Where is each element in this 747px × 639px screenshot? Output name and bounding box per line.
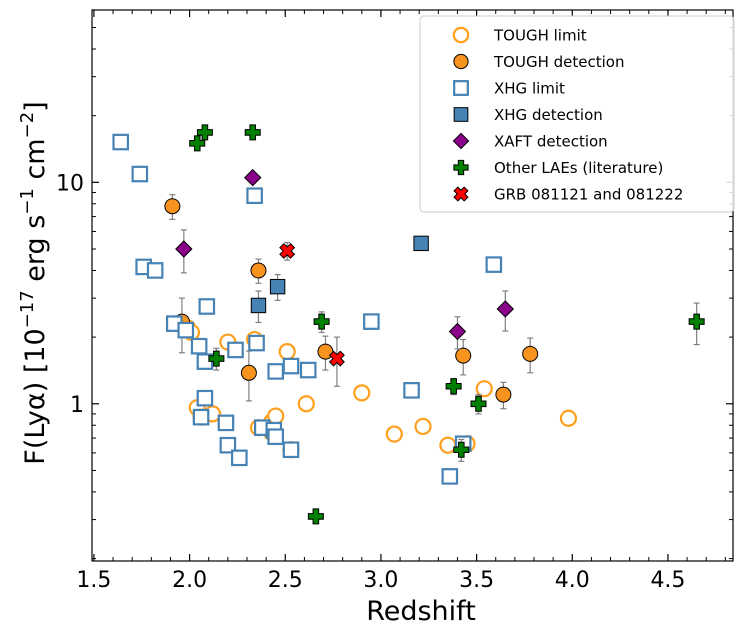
other-laes-literature-point — [196, 124, 213, 141]
y-tick-label: 1 — [70, 393, 84, 418]
legend: TOUGH limit TOUGH detection XHG limit XHG d… — [419, 15, 735, 213]
xhg-limit-point — [246, 187, 263, 205]
x-tick-label: 2.5 — [268, 568, 303, 593]
xhg-limit-point — [485, 256, 503, 273]
tough-detection-point — [522, 345, 539, 362]
legend-marker-xhg-limit — [453, 80, 469, 96]
legend-label-xhg-limit: XHG limit — [494, 80, 565, 98]
xhg-limit-point — [282, 441, 300, 459]
xhg-limit-point — [112, 133, 130, 151]
legend-marker-grb-081121-and-081222 — [453, 186, 469, 202]
xaft-detection-point — [496, 300, 515, 318]
legend-label-other-laes-literature: Other LAEs (literature) — [494, 159, 663, 177]
tough-detection-point — [164, 198, 181, 215]
plot-frame — [91, 9, 734, 562]
xhg-limit-point — [131, 165, 149, 183]
xhg-limit-point — [177, 321, 195, 339]
xhg-limit-point — [267, 363, 284, 380]
legend-marker-other-laes-literature — [453, 159, 469, 176]
x-tick-label: 3.0 — [363, 568, 398, 593]
x-axis-title: Redshift — [366, 596, 476, 627]
xhg-limit-point — [217, 414, 235, 432]
y-axis-title: F(Lyα) [10−17 erg s−1 cm−2] — [17, 101, 51, 464]
grb-081121-and-081222-point — [328, 350, 345, 367]
other-laes-literature-point — [470, 395, 487, 412]
legend-label-tough-detection: TOUGH detection — [493, 53, 624, 71]
xhg-limit-point — [219, 436, 237, 454]
other-laes-literature-point — [189, 135, 206, 152]
xhg-limit-point — [190, 337, 208, 355]
xhg-limit-point — [248, 334, 265, 352]
tough-limit-point — [278, 343, 296, 361]
x-tick-label: 3.5 — [459, 568, 494, 593]
tough-detection-point — [455, 347, 472, 364]
legend-box — [419, 15, 735, 213]
legend-marker-tough-detection — [453, 53, 469, 70]
xhg-detection-point — [413, 235, 429, 252]
xhg-limit-point — [231, 449, 248, 467]
tough-detection-point — [240, 364, 257, 381]
xhg-limit-point — [196, 389, 214, 407]
xhg-limit-point — [441, 468, 459, 485]
tough-limit-point — [559, 409, 578, 427]
tough-limit-point — [353, 384, 371, 402]
legend-marker-tough-limit — [452, 26, 470, 44]
x-tick-label: 4.0 — [555, 568, 590, 593]
other-laes-literature-point — [244, 124, 261, 141]
xhg-limit-point — [363, 313, 380, 330]
axes: 1.5 2.0 2.5 3.0 3.5 4.0 4.5 1 10 — [56, 9, 734, 593]
tough-limit-point — [414, 417, 432, 436]
tough-limit-point — [385, 425, 403, 443]
xaft-detection-point — [175, 240, 193, 258]
other-laes-literature-point — [313, 313, 330, 330]
xhg-limit-point — [192, 408, 210, 426]
other-laes-literature-point — [307, 508, 324, 525]
other-laes-literature-point — [445, 378, 462, 395]
xhg-limit-point — [227, 341, 244, 359]
other-laes-literature-point — [453, 441, 470, 458]
xhg-limit-point — [299, 361, 317, 379]
legend-label-grb-081121-and-081222: GRB 081121 and 081222 — [494, 186, 683, 204]
legend-label-xhg-detection: XHG detection — [494, 106, 603, 124]
plot-area — [112, 124, 705, 525]
tough-detection-point — [495, 386, 512, 403]
legend-marker-xhg-detection — [453, 107, 469, 122]
legend-label-xaft-detection: XAFT detection — [494, 133, 608, 151]
y-tick-label: 10 — [56, 171, 84, 196]
xhg-detection-point — [269, 278, 286, 295]
xaft-detection-point — [448, 322, 467, 341]
x-tick-label: 4.5 — [650, 568, 685, 593]
xhg-detection-point — [250, 297, 267, 314]
xhg-limit-point — [403, 382, 420, 399]
x-tick-label: 1.5 — [76, 568, 111, 593]
other-laes-literature-point — [688, 313, 705, 330]
xhg-limit-point — [267, 428, 284, 446]
xaft-detection-point — [244, 168, 262, 187]
tough-detection-point — [250, 262, 267, 279]
tough-limit-point — [475, 380, 493, 398]
xhg-limit-point — [282, 357, 300, 375]
x-tick-label: 2.0 — [172, 568, 207, 593]
xhg-limit-point — [198, 298, 216, 315]
legend-marker-xaft-detection — [452, 132, 470, 150]
tough-limit-point — [439, 436, 457, 454]
xhg-limit-point — [146, 262, 164, 279]
grb-081121-and-081222-point — [279, 242, 296, 259]
other-laes-literature-point — [208, 350, 225, 367]
tough-limit-point — [297, 395, 315, 413]
legend-label-tough-limit: TOUGH limit — [493, 27, 587, 45]
